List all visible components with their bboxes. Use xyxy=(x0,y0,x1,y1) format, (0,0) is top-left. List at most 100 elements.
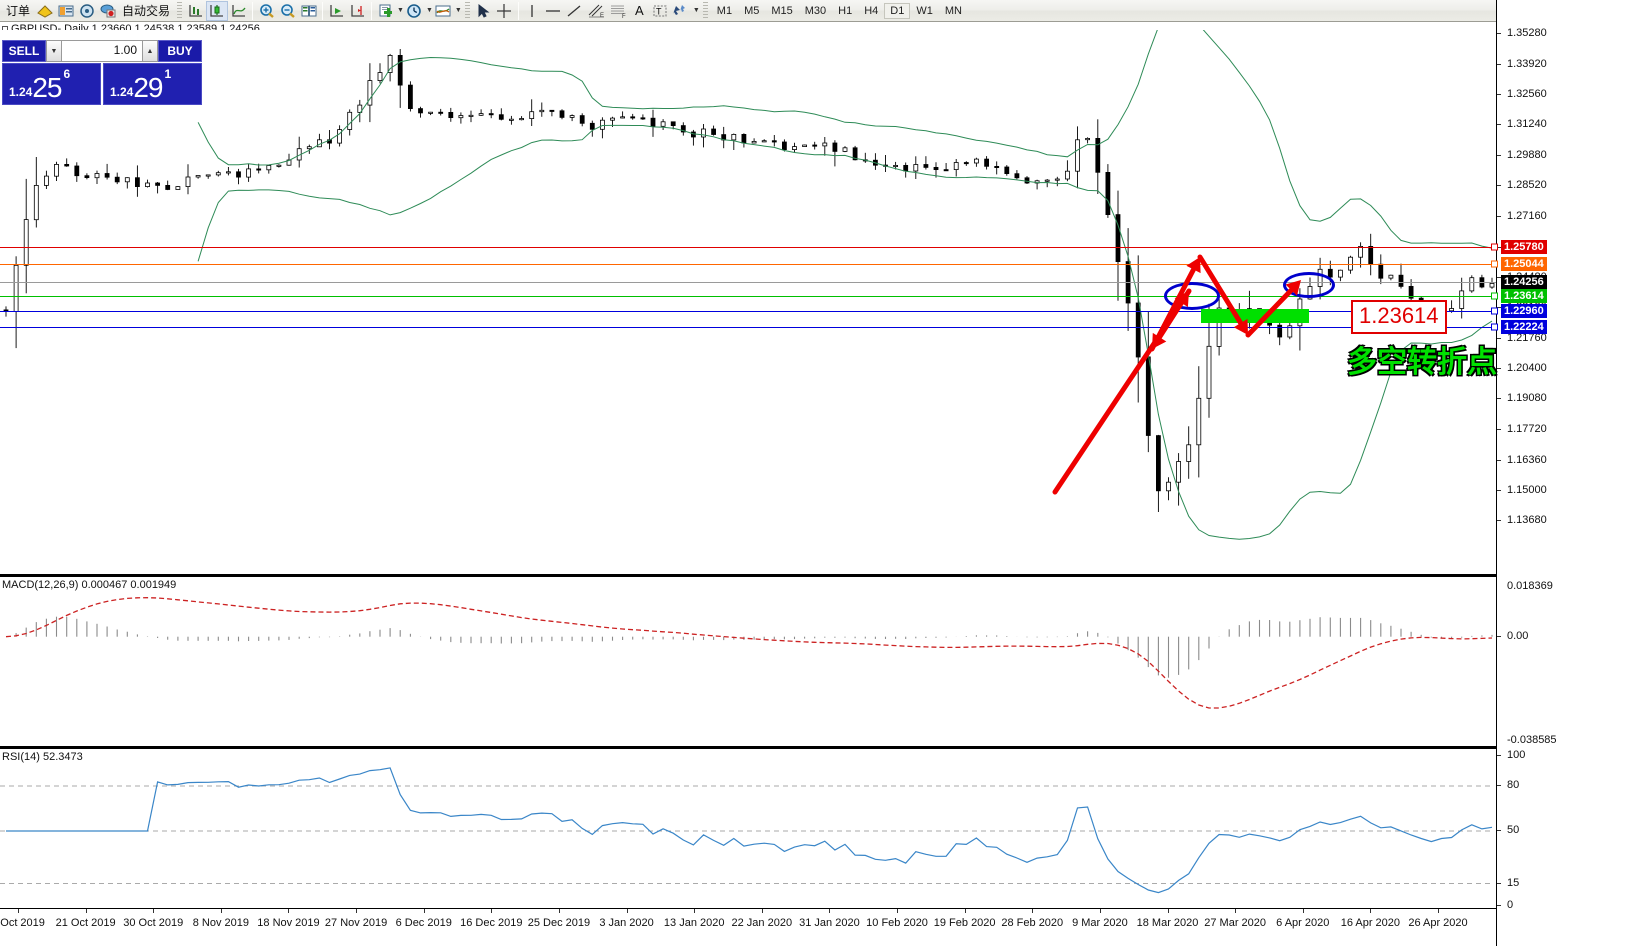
zoom-out-icon[interactable] xyxy=(277,1,298,21)
rsi-indicator-pane[interactable] xyxy=(0,748,1496,908)
price-level-tag[interactable]: 1.25044 xyxy=(1501,256,1547,271)
price-axis-column[interactable]: 1.35280 1.33920 1.32560 1.31240 1.29880 1.285… xyxy=(1496,0,1648,946)
drawing-toolbar-grip[interactable] xyxy=(464,2,470,19)
sell-button[interactable]: SELL xyxy=(2,40,46,62)
price-line-handle[interactable] xyxy=(1491,243,1498,251)
price-level-tag[interactable]: 1.22960 xyxy=(1501,303,1547,318)
crosshair-cursor-icon[interactable] xyxy=(494,1,515,21)
time-axis-tick xyxy=(694,909,696,913)
macd-axis-tick-label: 0.00 xyxy=(1507,629,1529,642)
timeframe-w1[interactable]: W1 xyxy=(916,4,933,17)
trendline-icon[interactable] xyxy=(564,1,585,21)
volume-increase-button[interactable]: ▲ xyxy=(142,40,158,62)
time-axis-label: 13 Jan 2020 xyxy=(663,917,725,929)
ask-price-display[interactable]: 1.24 29 1 xyxy=(103,63,202,105)
one-click-trading-panel[interactable]: SELL ▼ 1.00 ▲ BUY 1.24 25 6 1.24 29 1 xyxy=(2,40,202,105)
strategy-tester-icon[interactable] xyxy=(97,1,118,21)
pane-separator xyxy=(0,574,1496,576)
order-button[interactable]: 订单 xyxy=(6,4,31,18)
chart-shift-icon[interactable] xyxy=(347,1,368,21)
rsi-axis-tick xyxy=(1497,755,1501,756)
bid-price-display[interactable]: 1.24 25 6 xyxy=(2,63,101,105)
candlestick-chart-icon[interactable] xyxy=(206,0,229,21)
terminal-icon[interactable] xyxy=(55,1,76,21)
price-level-tag[interactable]: 1.22224 xyxy=(1501,320,1547,335)
cursor-icon[interactable] xyxy=(473,1,494,21)
new-order-icon[interactable] xyxy=(375,1,396,21)
price-line-handle[interactable] xyxy=(1491,260,1498,268)
period-clock-icon[interactable] xyxy=(404,1,425,21)
text-object-icon[interactable]: T xyxy=(650,1,671,21)
bar-chart-icon[interactable] xyxy=(185,1,206,21)
toolbar-grip[interactable] xyxy=(177,2,183,19)
new-order-dropdown-icon[interactable]: ▼ xyxy=(397,7,404,14)
horizontal-line-icon[interactable] xyxy=(543,1,564,21)
time-axis-label: 9 Mar 2020 xyxy=(1072,917,1128,929)
price-level-tag[interactable]: 1.24256 xyxy=(1501,274,1547,289)
navigator-icon[interactable] xyxy=(76,1,97,21)
arrows-icon[interactable] xyxy=(671,1,692,21)
timeframe-d1[interactable]: D1 xyxy=(884,2,911,19)
price-line-handle[interactable] xyxy=(1491,292,1498,300)
zoom-in-icon[interactable] xyxy=(256,1,277,21)
price-axis-tick-label: 1.29880 xyxy=(1507,148,1547,161)
timeframe-mn[interactable]: MN xyxy=(944,4,962,17)
buy-button[interactable]: BUY xyxy=(158,40,202,62)
time-axis-label: 27 Nov 2019 xyxy=(324,917,388,929)
price-chart-pane[interactable] xyxy=(0,30,1496,573)
time-axis-tick xyxy=(1235,909,1237,913)
rsi-axis-tick xyxy=(1497,882,1501,884)
time-axis-label: 18 Mar 2020 xyxy=(1136,917,1199,929)
template-dropdown-icon[interactable]: ▼ xyxy=(454,7,462,14)
ask-price-sup: 1 xyxy=(164,67,172,81)
expert-advisor-icon[interactable] xyxy=(34,1,55,21)
fibonacci-retracement-icon[interactable]: F xyxy=(607,1,629,21)
vertical-line-icon[interactable] xyxy=(522,1,543,21)
price-level-line[interactable] xyxy=(0,281,1496,283)
price-axis-tick xyxy=(1497,398,1501,400)
timeframe-m1[interactable]: M1 xyxy=(716,4,733,17)
equidistant-channel-icon[interactable]: E xyxy=(585,1,607,21)
time-axis[interactable]: 9 Oct 2019 21 Oct 2019 30 Oct 2019 8 Nov 20… xyxy=(0,908,1496,946)
time-axis-label: 16 Apr 2020 xyxy=(1340,917,1401,929)
price-level-line[interactable] xyxy=(0,247,1496,249)
price-level-line[interactable] xyxy=(0,327,1496,329)
timeframe-toolbar-grip[interactable] xyxy=(702,2,708,19)
tile-windows-icon[interactable] xyxy=(298,1,319,21)
line-chart-icon[interactable] xyxy=(228,1,249,21)
time-axis-tick xyxy=(1370,909,1372,913)
svg-text:T: T xyxy=(656,6,662,16)
volume-input[interactable]: 1.00 xyxy=(62,40,142,62)
macd-axis-tick xyxy=(1497,635,1501,637)
price-level-tag[interactable]: 1.23614 xyxy=(1501,289,1547,304)
period-dropdown-icon[interactable]: ▼ xyxy=(425,7,433,14)
arrows-dropdown-icon[interactable]: ▼ xyxy=(692,7,700,14)
price-level-tag[interactable]: 1.25780 xyxy=(1501,240,1547,255)
timeframe-m30[interactable]: M30 xyxy=(804,4,827,17)
timeframe-m5[interactable]: M5 xyxy=(744,4,760,17)
price-level-line[interactable] xyxy=(0,263,1496,265)
price-line-handle[interactable] xyxy=(1491,323,1498,331)
time-axis-tick xyxy=(356,909,358,913)
auto-scroll-icon[interactable] xyxy=(326,1,347,21)
time-axis-tick xyxy=(1167,909,1169,913)
price-axis-tick-label: 1.21760 xyxy=(1507,331,1547,344)
price-axis-tick xyxy=(1497,94,1501,96)
timeframe-h4[interactable]: H4 xyxy=(864,4,879,17)
time-axis-tick xyxy=(423,909,425,913)
price-level-line[interactable] xyxy=(0,296,1496,298)
volume-decrease-button[interactable]: ▼ xyxy=(46,40,62,62)
time-axis-label: 31 Jan 2020 xyxy=(799,917,860,929)
price-line-handle[interactable] xyxy=(1491,307,1498,315)
timeframe-h1[interactable]: H1 xyxy=(838,4,853,17)
time-axis-label: 8 Nov 2019 xyxy=(192,917,249,929)
time-axis-tick xyxy=(1099,909,1101,913)
text-label-icon[interactable]: A xyxy=(635,3,644,18)
chart-template-icon[interactable] xyxy=(433,1,454,21)
macd-label: MACD(12,26,9) 0.000467 0.001949 xyxy=(2,579,177,591)
autotrade-button[interactable]: 自动交易 xyxy=(122,4,171,18)
timeframe-m15[interactable]: M15 xyxy=(771,4,793,17)
macd-indicator-pane[interactable] xyxy=(0,576,1496,744)
time-axis-tick xyxy=(288,909,290,913)
time-axis-tick xyxy=(1032,909,1034,913)
